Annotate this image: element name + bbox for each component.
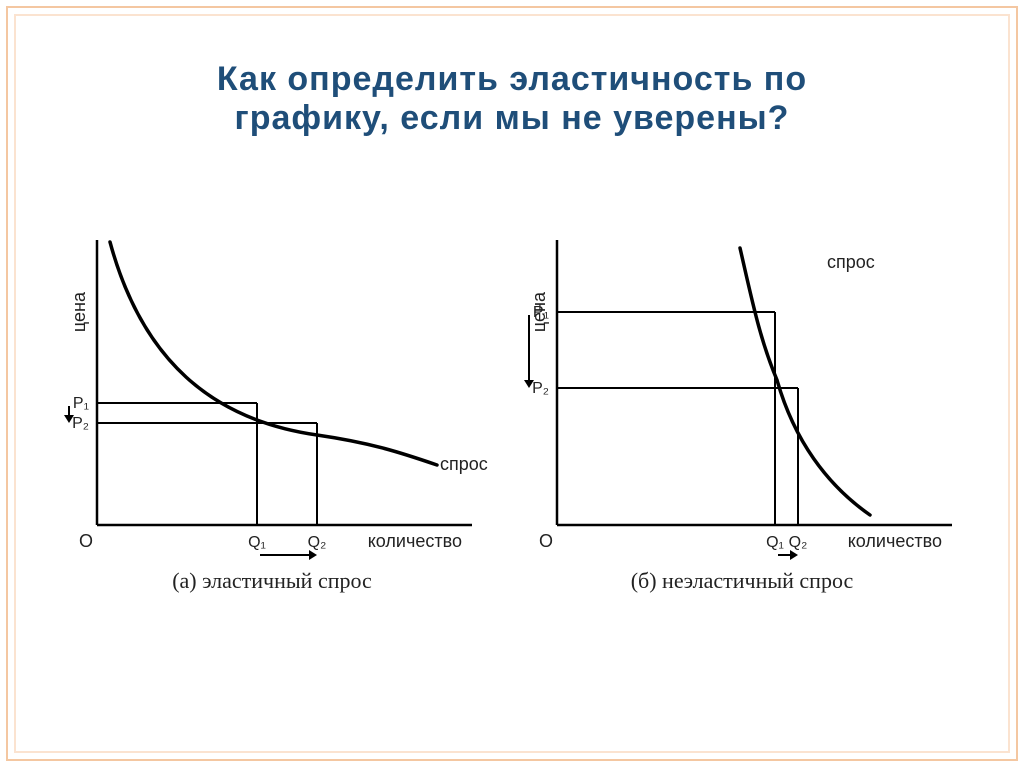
charts-row: цена количество О P₁ P₂ Q₁ Q₂ спрос (а) эластич… — [10, 230, 1014, 660]
x-axis-label: количество — [368, 531, 462, 551]
demand-curve — [110, 242, 437, 465]
y-axis-label: цена — [69, 291, 89, 332]
demand-label: спрос — [827, 252, 875, 272]
p1-label: P₁ — [533, 304, 549, 321]
chart-a: цена количество О P₁ P₂ Q₁ Q₂ спрос — [42, 230, 502, 560]
demand-label: спрос — [440, 454, 488, 474]
q2-label: Q₂ — [308, 534, 327, 551]
q2-label: Q₂ — [789, 534, 808, 551]
quantity-arrow-head — [790, 550, 798, 560]
p2-label: P₂ — [532, 380, 549, 397]
q1-label: Q₁ — [248, 534, 266, 551]
slide-title: Как определить эластичность по графику, … — [0, 60, 1024, 138]
p2-label: P₂ — [72, 415, 89, 432]
chart-a-caption: (а) эластичный спрос — [172, 568, 372, 594]
title-line-2: графику, если мы не уверены? — [0, 99, 1024, 138]
quantity-arrow-head — [309, 550, 317, 560]
q1-label: Q₁ — [766, 534, 784, 551]
chart-b-caption: (б) неэластичный спрос — [631, 568, 854, 594]
demand-curve — [740, 248, 870, 515]
origin-label: О — [539, 531, 553, 551]
title-line-1: Как определить эластичность по — [0, 60, 1024, 99]
origin-label: О — [79, 531, 93, 551]
chart-b: ценаколичествоОP₁P₂Q₁Q₂спрос — [502, 230, 982, 560]
slide: Как определить эластичность по графику, … — [0, 0, 1024, 767]
chart-a-wrap: цена количество О P₁ P₂ Q₁ Q₂ спрос (а) эластич… — [42, 230, 502, 660]
x-axis-label: количество — [848, 531, 942, 551]
p1-label: P₁ — [73, 395, 89, 412]
chart-b-wrap: ценаколичествоОP₁P₂Q₁Q₂спрос (б) неэласт… — [502, 230, 982, 660]
